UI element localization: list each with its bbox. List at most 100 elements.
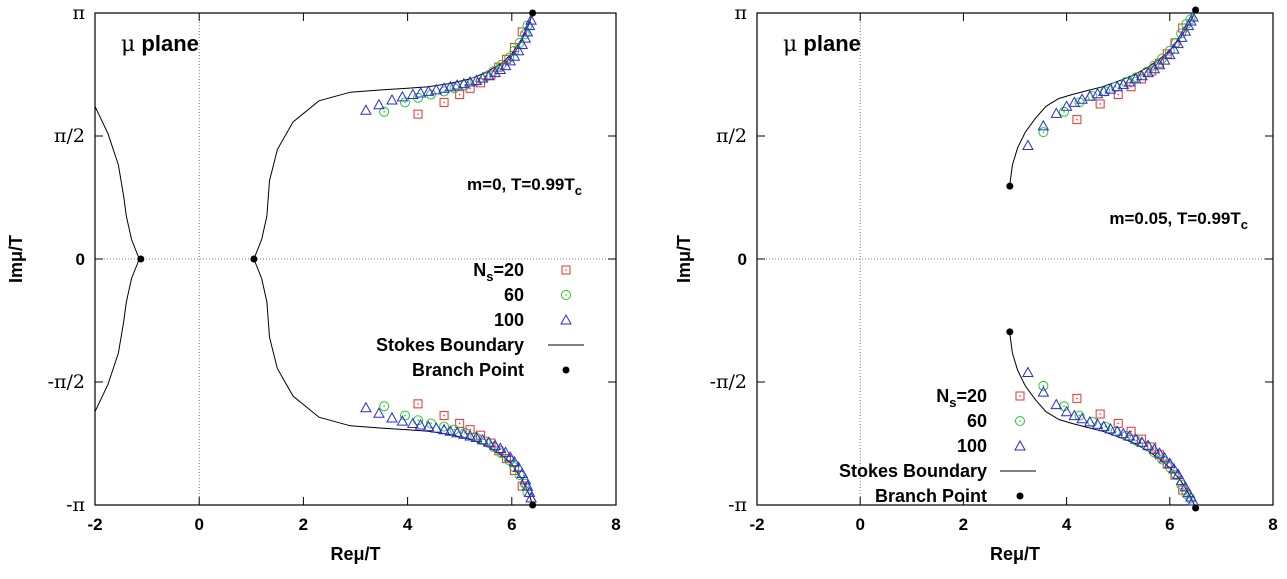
- branch-points: [1006, 6, 1200, 512]
- y-tick-label: -π/2: [710, 371, 747, 393]
- x-tick-label: 6: [507, 515, 516, 534]
- data-point-circle: [1164, 45, 1175, 56]
- data-point-triangle: [1136, 436, 1148, 447]
- data-point-circle: [1131, 72, 1142, 83]
- data-point-triangle: [360, 401, 372, 413]
- data-point-triangle: [1060, 405, 1073, 417]
- data-point-square-center: [469, 87, 471, 90]
- data-point-triangle: [464, 429, 476, 441]
- data-point-triangle: [1117, 427, 1130, 439]
- data-point-square-center: [505, 58, 508, 61]
- y-tick-label: π: [73, 2, 86, 24]
- data-point-circle-center: [1063, 405, 1065, 408]
- data-point-triangle: [396, 90, 409, 102]
- legend-marker-triangle: [1014, 439, 1026, 451]
- data-point-circle: [426, 89, 437, 100]
- data-point-circle: [1059, 106, 1070, 117]
- data-point-triangle: [508, 455, 521, 467]
- legend-label: Stokes Boundary: [839, 461, 987, 481]
- series-100: [360, 14, 537, 503]
- data-point-circle-center: [404, 414, 406, 417]
- data-point-circle-center: [474, 80, 477, 83]
- data-point-circle: [504, 455, 515, 466]
- data-point-triangle: [438, 423, 450, 435]
- data-point-triangle: [1037, 386, 1050, 397]
- x-tick-label: 4: [1062, 515, 1072, 534]
- data-point-circle-center: [1078, 414, 1081, 417]
- data-point-triangle: [1083, 90, 1096, 101]
- data-point-square-center: [1099, 413, 1101, 415]
- data-point-triangle: [1168, 462, 1180, 474]
- data-point-triangle: [1172, 37, 1184, 49]
- x-axis-label: Reμ/T: [990, 544, 1040, 564]
- y-tick-label: 0: [738, 250, 747, 269]
- data-point-square: [465, 425, 475, 435]
- branch-points: [137, 9, 537, 509]
- data-point-triangle: [414, 418, 427, 430]
- data-point-circle: [399, 97, 410, 108]
- data-point-triangle: [1175, 474, 1188, 486]
- legend-label: Stokes Boundary: [376, 335, 524, 355]
- legend-marker-square: [1015, 391, 1025, 401]
- branch-point: [250, 255, 258, 263]
- data-point-triangle: [1148, 443, 1161, 454]
- legend-marker-circle: [1015, 416, 1025, 426]
- legend-marker-dot: [562, 366, 570, 374]
- legend-label: Ns=20: [936, 386, 987, 410]
- data-point-triangle: [476, 433, 489, 445]
- data-point-square: [476, 78, 486, 88]
- data-point-circle-center: [404, 101, 406, 104]
- legend-marker-square: [561, 265, 571, 275]
- data-point-circle-center: [1042, 385, 1045, 387]
- legend-label: Branch Point: [875, 486, 987, 506]
- data-point-square-center: [417, 403, 419, 405]
- data-point-triangle: [1083, 415, 1096, 427]
- data-point-triangle: [1076, 412, 1088, 424]
- data-point-triangle: [489, 439, 501, 450]
- y-tick-label: -π/2: [48, 371, 85, 393]
- data-point-square: [465, 83, 475, 93]
- x-tick-label: 8: [611, 515, 620, 534]
- data-point-triangle: [406, 417, 419, 428]
- legend-marker-circle-center: [1019, 420, 1021, 422]
- y-tick-label: π/2: [54, 125, 85, 147]
- data-point-circle-center: [1114, 85, 1117, 88]
- data-point-circle: [504, 52, 515, 63]
- data-point-triangle: [406, 88, 419, 100]
- data-point-triangle: [1175, 31, 1188, 42]
- data-point-triangle: [1097, 420, 1110, 432]
- y-tick-label: -π: [728, 494, 747, 516]
- series-100: [1022, 11, 1199, 506]
- data-point-square-center: [1099, 103, 1101, 105]
- data-point-square: [1072, 115, 1082, 125]
- stokes-boundary-curve: [94, 302, 127, 412]
- stokes-boundary: [94, 12, 534, 506]
- data-point-triangle: [512, 44, 525, 56]
- legend-marker-dot: [1016, 492, 1024, 500]
- y-tick-label: π/2: [716, 125, 747, 147]
- data-point-triangle: [525, 491, 537, 503]
- data-point-triangle: [444, 80, 457, 92]
- corner-label: μ plane: [121, 31, 199, 57]
- data-point-triangle: [1187, 11, 1199, 22]
- stokes-boundary: [1009, 9, 1197, 509]
- data-point-triangle: [414, 86, 427, 98]
- data-point-circle: [1038, 127, 1049, 138]
- data-point-triangle: [508, 50, 521, 61]
- data-point-square: [413, 399, 423, 409]
- data-point-circle-center: [474, 435, 477, 438]
- data-point-triangle: [1068, 409, 1081, 421]
- data-point-circle-center: [1063, 110, 1065, 113]
- data-point-triangle: [470, 431, 483, 443]
- data-point-triangle: [444, 425, 457, 436]
- data-point-triangle: [1050, 398, 1063, 410]
- data-point-triangle: [494, 442, 507, 453]
- x-tick-label: 8: [1268, 515, 1277, 534]
- data-point-triangle: [430, 83, 443, 95]
- legend-marker-square-center: [1019, 395, 1021, 397]
- data-point-triangle: [422, 85, 435, 96]
- data-point-square-center: [521, 31, 524, 33]
- chart-panel-1: -2 0 2 4 6 8 -π -π/2 0 π/2 π Reμ/T Imμ/T μ plane m=0, …: [6, 2, 621, 564]
- branch-point: [529, 501, 537, 509]
- data-point-circle: [379, 106, 390, 117]
